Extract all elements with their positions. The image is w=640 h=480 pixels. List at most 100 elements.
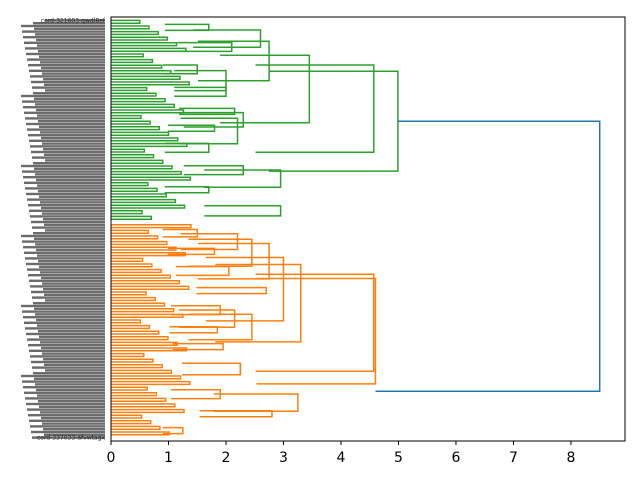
- leaf-link: [111, 126, 161, 131]
- leaf-label-mark: [35, 103, 105, 106]
- cluster-link-orange: [188, 313, 253, 341]
- leaf-link: [111, 274, 171, 279]
- axes-frame: [110, 16, 626, 442]
- leaf-label-mark: [24, 111, 105, 114]
- cluster-link-green: [197, 40, 270, 82]
- leaf-label-last: cord-337033-afvwtagx: [37, 435, 105, 442]
- leaf-link: [111, 414, 143, 419]
- leaf-label-mark: [27, 408, 105, 411]
- leaf-label-mark: [32, 436, 105, 439]
- leaf-link: [111, 425, 161, 430]
- leaf-label-mark: [22, 380, 105, 383]
- leaf-label-mark: [44, 83, 105, 86]
- leaf-label-mark: [38, 190, 105, 193]
- cluster-link-orange: [162, 426, 184, 435]
- leaf-label-mark: [22, 170, 105, 173]
- leaf-label-mark: [26, 402, 105, 406]
- leaf-link: [111, 224, 192, 229]
- leaf-label-mark: [32, 156, 105, 159]
- leaf-label-mark: [35, 33, 105, 36]
- leaf-link: [111, 92, 157, 97]
- cluster-link-orange: [213, 393, 299, 412]
- leaf-label-mark: [21, 164, 105, 168]
- leaf-label-mark: [37, 394, 105, 397]
- leaf-label-mark: [29, 209, 105, 212]
- leaf-label-mark: [21, 374, 105, 378]
- cluster-link-green: [180, 117, 239, 145]
- cluster-link-orange: [171, 389, 221, 400]
- leaf-label-mark: [30, 75, 105, 78]
- leaf-label-mark: [42, 72, 105, 75]
- leaf-label-mark: [44, 433, 105, 436]
- cluster-link-orange: [205, 256, 285, 322]
- cluster-link-green: [164, 23, 210, 32]
- cluster-link-orange: [188, 238, 253, 268]
- leaf-label-mark: [31, 80, 105, 84]
- leaf-link: [111, 403, 176, 408]
- leaf-label-mark: [21, 94, 105, 98]
- leaf-label-mark: [44, 153, 105, 156]
- leaf-label-mark: [28, 64, 105, 67]
- leaf-label-mark: [44, 223, 105, 226]
- cluster-link-orange: [196, 286, 267, 295]
- leaf-link: [111, 324, 151, 330]
- leaf-label-mark: [23, 316, 105, 319]
- leaf-link: [111, 336, 169, 341]
- leaf-label-mark: [23, 36, 105, 39]
- leaf-label-mark: [28, 344, 105, 347]
- leaf-label-mark: [22, 240, 105, 243]
- leaf-label-mark: [34, 167, 105, 170]
- leaf-label-mark: [32, 86, 105, 89]
- leaf-label-mark: [32, 296, 105, 299]
- leaf-label-mark: [29, 349, 105, 352]
- leaf-label-mark: [21, 234, 105, 238]
- leaf-label-mark: [29, 419, 105, 422]
- leaf-label-mark: [24, 321, 105, 324]
- leaf-link: [111, 36, 169, 41]
- leaf-link: [111, 75, 181, 80]
- leaf-link: [111, 98, 166, 103]
- leaf-link: [111, 280, 181, 285]
- leaf-label-mark: [39, 335, 105, 338]
- x-tick-label-6: 6: [452, 450, 461, 466]
- leaf-label-mark: [37, 44, 105, 47]
- leaf-link: [111, 131, 170, 136]
- leaf-label-mark: [42, 422, 105, 425]
- cluster-link-orange: [215, 263, 302, 343]
- cluster-link-green: [220, 54, 311, 124]
- leaf-label-mark: [33, 22, 105, 25]
- leaf-link: [111, 154, 155, 159]
- leaf-link: [111, 235, 159, 240]
- leaf-label-mark: [34, 237, 105, 240]
- leaf-label-mark: [33, 162, 105, 165]
- leaf-label-mark: [42, 352, 105, 355]
- cluster-link-green: [204, 169, 282, 188]
- leaf-label-mark: [30, 425, 105, 428]
- leaf-link: [111, 302, 166, 307]
- cluster-link-green: [174, 86, 227, 97]
- leaf-label-mark: [36, 178, 105, 182]
- leaf-labels: [21, 19, 105, 439]
- leaf-link: [111, 120, 151, 125]
- leaf-link: [111, 257, 144, 262]
- leaf-label-mark: [38, 330, 105, 333]
- leaf-label-mark: [22, 30, 105, 33]
- leaf-label-mark: [37, 184, 105, 187]
- leaf-link: [111, 358, 154, 363]
- leaf-label-mark: [36, 38, 105, 42]
- leaf-label-mark: [45, 89, 105, 92]
- leaf-label-mark: [31, 360, 105, 364]
- x-tick-label-3: 3: [279, 450, 288, 466]
- leaf-label-mark: [29, 69, 105, 72]
- leaf-label-mark: [39, 265, 105, 268]
- leaf-label-mark: [21, 24, 105, 28]
- leaf-label-mark: [40, 341, 105, 344]
- leaf-link: [111, 142, 188, 148]
- leaf-link: [111, 296, 157, 302]
- leaf-label-mark: [35, 383, 105, 386]
- leaf-link: [111, 268, 162, 274]
- leaf-label-mark: [45, 229, 105, 232]
- cluster-link-orange: [255, 273, 375, 373]
- leaf-link: [111, 420, 152, 425]
- leaf-label-mark: [27, 338, 105, 341]
